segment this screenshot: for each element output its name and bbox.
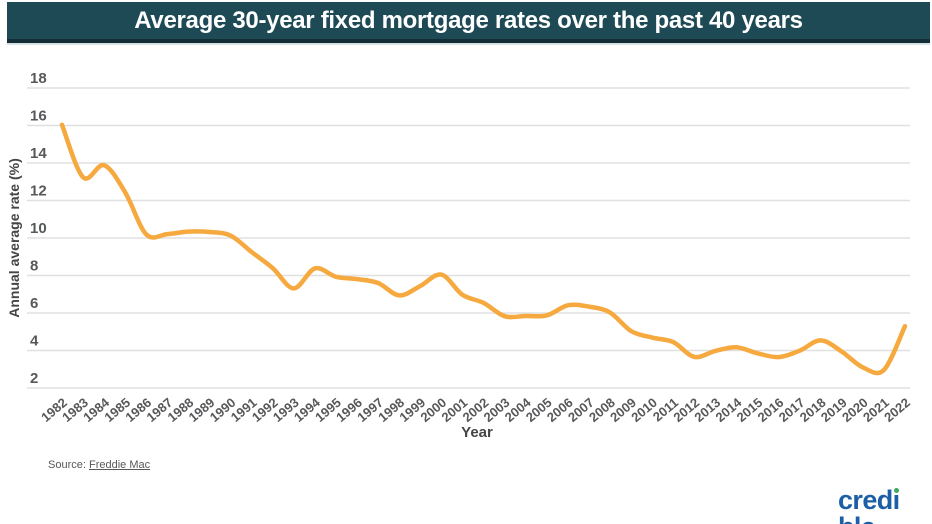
y-tick-label: 2	[30, 370, 38, 387]
y-tick-label: 8	[30, 258, 38, 275]
page-title: Average 30-year fixed mortgage rates ove…	[134, 6, 803, 34]
x-tick-labels: 1982198319841985198619871988198919901991…	[38, 394, 913, 425]
gridlines	[27, 87, 910, 389]
rate-line	[59, 122, 908, 376]
x-axis-title: Year	[461, 424, 493, 441]
logo-text: cred	[838, 485, 893, 515]
source-line: Source: Freddie Mac	[48, 459, 150, 471]
title-bar: Average 30-year fixed mortgage rates ove…	[7, 2, 930, 43]
y-tick-label: 14	[30, 145, 47, 162]
logo-i-dot	[893, 487, 900, 493]
source-label: Source:	[48, 459, 89, 471]
logo-i: ı	[892, 485, 900, 515]
y-tick-label: 6	[30, 295, 38, 312]
y-tick-label: 4	[30, 333, 39, 350]
y-axis-title: Annual average rate (%)	[6, 158, 22, 318]
logo-text: ble	[838, 512, 876, 524]
freddie-mac-link[interactable]: Freddie Mac	[88, 459, 151, 471]
credible-logo: credı ble	[838, 487, 932, 524]
y-tick-labels: 2 4 6 8 10 12 14 16 18	[30, 70, 47, 387]
y-tick-label: 18	[30, 70, 47, 87]
y-tick-label: 10	[30, 220, 47, 237]
y-tick-label: 12	[30, 183, 47, 200]
y-tick-label: 16	[30, 108, 47, 125]
